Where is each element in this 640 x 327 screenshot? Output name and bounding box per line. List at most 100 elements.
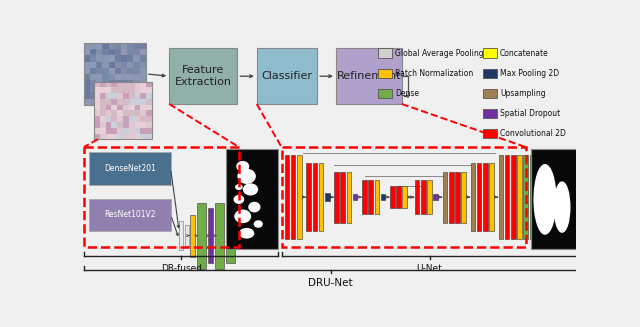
Ellipse shape — [239, 229, 253, 238]
Bar — [84, 43, 90, 50]
Bar — [134, 93, 141, 99]
Bar — [94, 128, 100, 134]
Bar — [147, 87, 152, 94]
Bar — [368, 180, 373, 214]
Bar — [117, 128, 124, 134]
Bar — [297, 155, 301, 239]
Bar — [499, 155, 503, 239]
Bar — [127, 43, 134, 50]
Bar — [109, 49, 115, 56]
Text: Classifier: Classifier — [261, 71, 312, 81]
Ellipse shape — [554, 182, 570, 232]
Bar — [477, 163, 481, 231]
Bar — [84, 74, 90, 80]
Bar — [100, 111, 106, 117]
Bar — [140, 122, 147, 128]
Bar — [102, 55, 109, 62]
Bar — [147, 82, 152, 88]
Bar — [90, 92, 97, 99]
Text: DRU-Net: DRU-Net — [308, 278, 353, 288]
Bar — [115, 49, 122, 56]
Bar — [100, 82, 106, 88]
Text: DenseNet201: DenseNet201 — [104, 164, 156, 173]
Text: Batch Normalization: Batch Normalization — [396, 69, 474, 77]
Bar — [111, 105, 118, 111]
Bar — [84, 147, 239, 247]
Bar — [140, 133, 147, 140]
Bar — [134, 92, 140, 99]
Bar — [127, 98, 134, 105]
Bar — [106, 99, 112, 105]
Bar — [84, 61, 90, 68]
Bar — [111, 116, 118, 122]
Bar — [140, 128, 147, 134]
Bar — [129, 122, 135, 128]
Bar — [106, 111, 112, 117]
Text: Convolutional 2D: Convolutional 2D — [500, 129, 566, 138]
Bar — [96, 92, 103, 99]
Bar — [455, 172, 460, 222]
Bar — [121, 86, 127, 93]
Ellipse shape — [254, 221, 262, 227]
Bar — [415, 180, 419, 214]
Text: Spatial Dropout: Spatial Dropout — [500, 109, 560, 118]
Bar — [147, 105, 152, 111]
Bar — [134, 49, 140, 56]
Bar — [147, 133, 152, 140]
Bar — [117, 87, 124, 94]
Bar — [190, 215, 195, 257]
Bar — [483, 109, 497, 118]
Bar — [127, 49, 134, 56]
Bar — [140, 43, 147, 50]
Text: Max Pooling 2D: Max Pooling 2D — [500, 69, 559, 77]
Bar — [90, 74, 97, 80]
Bar — [134, 99, 141, 105]
Bar — [94, 116, 100, 122]
Text: Refinement: Refinement — [337, 71, 401, 81]
Bar — [117, 82, 124, 88]
Bar — [140, 116, 147, 122]
Bar — [134, 43, 140, 50]
Bar — [403, 186, 407, 208]
Bar — [226, 149, 278, 250]
Bar — [140, 111, 147, 117]
Bar — [140, 68, 147, 74]
Bar — [127, 80, 134, 87]
Bar — [121, 68, 127, 74]
Bar — [140, 92, 147, 99]
Bar — [96, 55, 103, 62]
Bar — [94, 82, 152, 139]
Bar — [102, 49, 109, 56]
Ellipse shape — [236, 185, 242, 189]
Bar — [100, 105, 106, 111]
Ellipse shape — [249, 202, 260, 212]
Bar — [84, 80, 90, 87]
Bar — [483, 163, 488, 231]
Bar — [169, 48, 237, 104]
Bar — [524, 155, 528, 239]
Bar — [127, 92, 134, 99]
Text: Feature
Extraction: Feature Extraction — [175, 65, 232, 87]
Bar — [123, 128, 129, 134]
Bar — [208, 208, 213, 263]
Bar — [100, 93, 106, 99]
Bar — [179, 221, 183, 250]
Bar — [100, 128, 106, 134]
Bar — [390, 186, 395, 208]
Bar — [433, 194, 438, 200]
Bar — [123, 87, 129, 94]
Bar — [123, 111, 129, 117]
Bar — [94, 87, 100, 94]
Bar — [94, 93, 100, 99]
Bar — [90, 152, 171, 185]
Bar — [129, 82, 135, 88]
Bar — [257, 48, 317, 104]
Bar — [134, 87, 141, 94]
Bar — [106, 82, 112, 88]
Bar — [121, 49, 127, 56]
Bar — [109, 43, 115, 50]
Ellipse shape — [237, 162, 248, 171]
Bar — [127, 74, 134, 80]
Bar — [336, 48, 402, 104]
Bar — [123, 93, 129, 99]
